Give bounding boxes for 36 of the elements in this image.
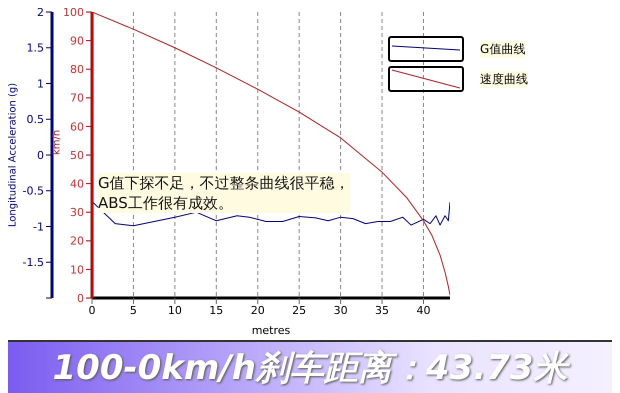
- y-tick-label: 90: [70, 34, 84, 48]
- y-tick-label: 40: [70, 178, 84, 191]
- x-axis-title: metres: [252, 324, 291, 337]
- text: G值曲线: [480, 40, 526, 58]
- y-tick-label: 80: [70, 63, 84, 76]
- y2-tick-label: -1: [33, 220, 44, 234]
- text: 100-0km/h刹车距离：43.73米: [8, 342, 612, 393]
- y-tick-label: 0: [77, 292, 84, 305]
- y2-tick-label: -1.5: [22, 256, 44, 270]
- y2-tick-label: -0.5: [22, 184, 44, 198]
- text: 速度曲线: [480, 70, 528, 88]
- x-tick-label: 5: [130, 304, 137, 317]
- x-tick-label: 35: [375, 304, 390, 317]
- y-axis-title: km/h: [52, 130, 63, 155]
- y-tick-label: 100: [63, 6, 84, 19]
- x-tick-label: 0: [88, 304, 96, 317]
- y-tick-label: 50: [70, 148, 84, 162]
- y-tick-label: 60: [70, 120, 84, 134]
- y-tick-label: 30: [70, 206, 84, 220]
- y2-tick-label: 1.5: [26, 42, 44, 55]
- x-tick-label: 10: [168, 304, 182, 317]
- y-tick-label: 20: [70, 234, 84, 248]
- x-tick-label: 25: [292, 304, 306, 317]
- x-tick-label: 15: [209, 304, 224, 317]
- y2-tick-label: 0: [37, 148, 44, 162]
- y2-tick-label: 2: [37, 6, 44, 19]
- x-tick-label: 30: [334, 304, 348, 317]
- x-tick-label: 40: [416, 304, 430, 317]
- y-tick-label: 70: [70, 92, 84, 105]
- y2-tick-label: 0.5: [26, 113, 44, 126]
- y-tick-label: 10: [70, 263, 84, 276]
- y2-axis-title: Longitudinal Acceleration (g): [8, 82, 19, 228]
- annotation: G值下探不足，不过整条曲线很平稳， ABS工作很有成效。: [98, 173, 350, 213]
- x-tick-label: 20: [250, 304, 265, 317]
- y2-tick-label: 1: [37, 77, 44, 90]
- line-series: [92, 12, 450, 296]
